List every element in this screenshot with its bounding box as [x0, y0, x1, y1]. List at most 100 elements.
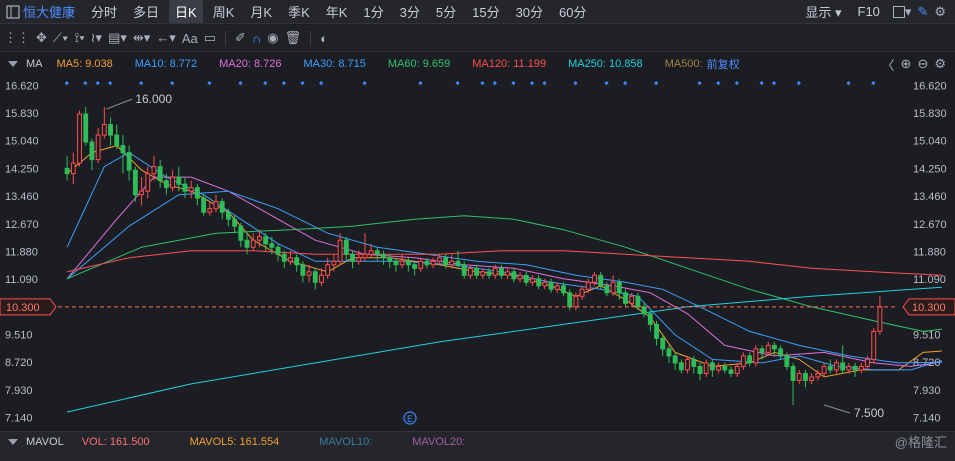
- stock-name[interactable]: 恒大健康: [23, 5, 76, 20]
- period-tab[interactable]: 15分: [472, 5, 500, 20]
- period-tab[interactable]: 周K: [212, 5, 235, 20]
- candle-body: [585, 281, 591, 290]
- period-tab[interactable]: 日K: [169, 0, 203, 23]
- period-tab[interactable]: 30分: [515, 5, 544, 20]
- wave-tool-icon[interactable]: ≀▾: [90, 30, 103, 45]
- settings-icon[interactable]: ⚙: [934, 3, 946, 19]
- delete-icon[interactable]: 🗑: [284, 30, 302, 45]
- event-dot: [64, 81, 69, 86]
- period-tab[interactable]: 季K: [288, 5, 310, 20]
- add-indicator-icon[interactable]: ⊕: [900, 56, 912, 71]
- candle-body: [170, 176, 176, 189]
- candle-body: [194, 187, 200, 199]
- candle-body: [114, 134, 120, 147]
- event-dot: [697, 81, 702, 86]
- candle-body: [579, 288, 585, 297]
- y-tick-label-right: 9.510: [913, 330, 941, 342]
- event-dot: [362, 81, 367, 86]
- candle-body: [548, 281, 554, 290]
- candle-body: [449, 260, 455, 266]
- event-dot: [511, 81, 516, 86]
- candle-body: [201, 197, 207, 213]
- candle-body: [70, 162, 76, 175]
- text-tool-icon[interactable]: Aa: [181, 30, 198, 46]
- eraser-icon[interactable]: ✐: [235, 30, 246, 45]
- ma-line-ma120: [66, 250, 942, 276]
- grid-tool-icon[interactable]: ▤▾: [108, 30, 127, 45]
- period-tab[interactable]: 1分: [363, 5, 384, 20]
- y-tick-label-right: 7.930: [913, 385, 941, 397]
- indicator-settings-icon[interactable]: ⚙: [934, 56, 946, 71]
- candle-body: [300, 264, 306, 276]
- period-tab[interactable]: 年K: [325, 5, 348, 20]
- adjust-button[interactable]: 前复权: [706, 59, 740, 71]
- f10-button[interactable]: F10: [857, 4, 880, 19]
- y-tick-label-left: 13.460: [5, 191, 39, 203]
- candle-body: [834, 362, 839, 371]
- candle-body: [430, 260, 436, 266]
- pen-icon[interactable]: ✎: [917, 3, 929, 19]
- volume-value: VOL: 161.500: [81, 435, 150, 448]
- event-dot: [170, 81, 175, 86]
- magnet-icon[interactable]: ∩: [251, 30, 262, 46]
- event-dot: [108, 81, 113, 86]
- period-tab[interactable]: 60分: [559, 5, 587, 20]
- y-tick-label-left: 16.620: [5, 80, 39, 92]
- period-tab[interactable]: 月K: [250, 5, 273, 20]
- candle-body: [374, 250, 380, 255]
- period-tab[interactable]: 3分: [399, 5, 420, 20]
- period-tab[interactable]: 多日: [133, 5, 160, 20]
- candle-body: [381, 253, 386, 259]
- comment-tool-icon[interactable]: ▭: [203, 30, 217, 45]
- high-annotation: 16.000: [135, 92, 172, 106]
- event-dot: [281, 81, 287, 86]
- checkbox-icon[interactable]: ▾: [892, 4, 911, 20]
- candlestick-chart[interactable]: 16.620 16.620 15.830 15.830 15.040 15.040 14.2…: [0, 75, 955, 430]
- volume-indicator-name[interactable]: MAVOL: [26, 435, 64, 448]
- event-dot: [654, 81, 659, 86]
- candle-body: [387, 257, 393, 262]
- line-tool-icon[interactable]: ⟋▾: [52, 30, 69, 45]
- event-dot: [95, 81, 100, 86]
- candle-body: [455, 260, 461, 266]
- arrow-tool-icon[interactable]: ←▾: [156, 30, 176, 45]
- polyline-tool-icon[interactable]: ⟟▾: [74, 30, 85, 45]
- y-tick-label-left: 12.670: [5, 219, 39, 231]
- candle-body: [238, 225, 244, 241]
- drag-handle-icon[interactable]: ⋮⋮: [4, 30, 30, 45]
- eye-icon[interactable]: ◉: [267, 30, 279, 45]
- crosshair-icon[interactable]: ✥: [36, 30, 47, 45]
- remove-indicator-icon[interactable]: ⊖: [917, 56, 929, 71]
- period-tab[interactable]: 5分: [435, 5, 457, 20]
- candle-body: [126, 152, 132, 171]
- measure-tool-icon[interactable]: ⇹▾: [132, 30, 151, 45]
- y-tick-label-right: 11.880: [913, 246, 946, 258]
- y-tick-label-right: 15.830: [913, 108, 947, 120]
- collapse-ma-icon[interactable]: [8, 61, 18, 67]
- candle-body: [89, 141, 95, 161]
- period-tab[interactable]: 分时: [91, 5, 118, 20]
- candle-body: [474, 267, 480, 276]
- y-tick-label-left: 11.090: [5, 274, 38, 286]
- event-dot: [480, 81, 485, 86]
- display-menu[interactable]: 显示 ▾: [805, 5, 842, 20]
- candle-body: [734, 365, 740, 374]
- toggle-icon[interactable]: ◐: [320, 30, 328, 46]
- chevron-left-icon[interactable]: 〈: [881, 57, 895, 73]
- window-icon[interactable]: [6, 4, 20, 19]
- candle-body: [157, 166, 163, 182]
- candle-body: [610, 281, 616, 294]
- candle-body: [703, 362, 709, 374]
- candle-body: [368, 250, 374, 255]
- y-tick-label-left: 7.930: [5, 385, 33, 397]
- collapse-vol-icon[interactable]: [8, 438, 18, 445]
- candle-body: [716, 365, 722, 371]
- indicator-name[interactable]: MA: [26, 58, 43, 70]
- ma-value: MA120: 11.199: [472, 58, 547, 70]
- candle-body: [350, 253, 355, 262]
- candle-body: [740, 355, 746, 367]
- candle-body: [647, 313, 653, 325]
- candle-body: [219, 201, 225, 213]
- candle-body: [498, 267, 504, 276]
- candle-body: [821, 365, 827, 374]
